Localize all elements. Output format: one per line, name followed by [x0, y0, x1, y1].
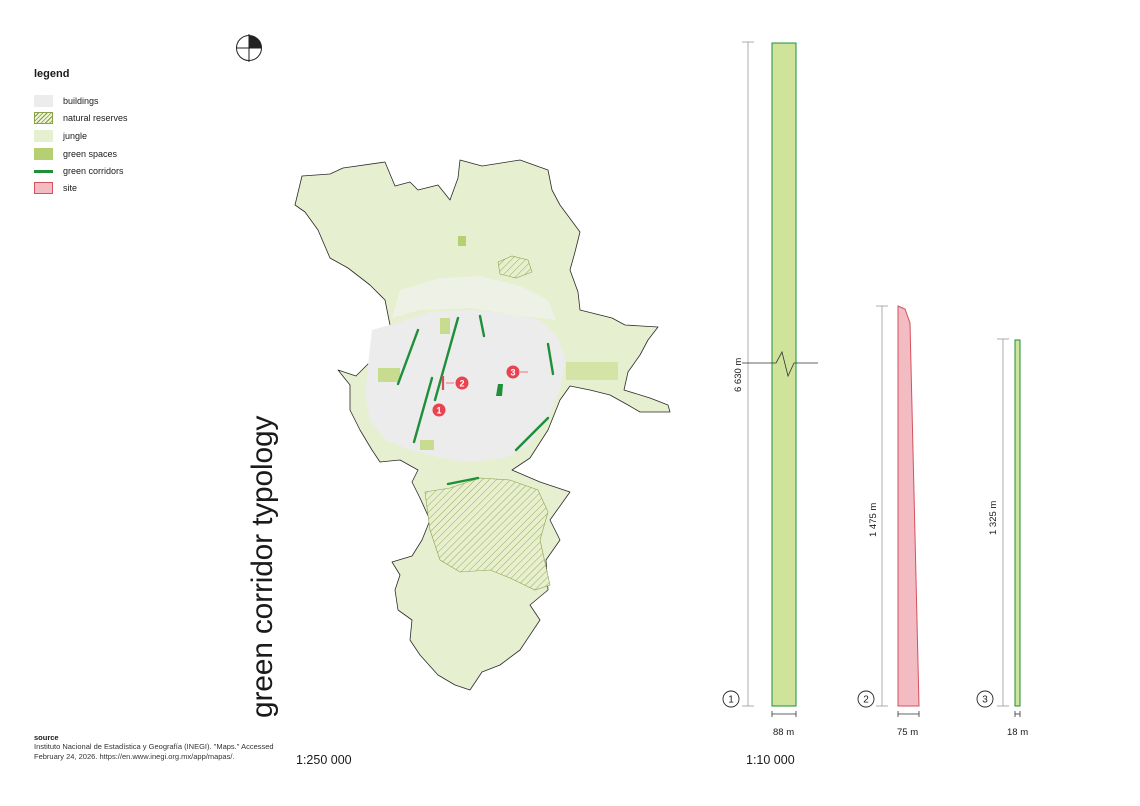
- profile-1-number-circle: [722, 690, 740, 708]
- green-corridors: [396, 314, 555, 486]
- map-scale: 1:250 000: [296, 753, 352, 767]
- natural-reserve: [424, 477, 551, 591]
- profile-1-number: 1: [728, 695, 734, 706]
- green-space: [378, 368, 400, 382]
- legend-label: jungle: [63, 131, 88, 141]
- profile-1-bar: [771, 42, 797, 707]
- profile-3-width: 18 m: [1007, 727, 1029, 738]
- legend-label: site: [63, 183, 78, 193]
- page-title: green corridor typology: [246, 415, 279, 718]
- legend-swatch-jungle: [34, 130, 53, 142]
- map-marker-label: 3: [510, 368, 515, 378]
- legend-swatch-green-corridors: [34, 169, 53, 173]
- map-marker-label: 2: [459, 379, 464, 389]
- legend-label: buildings: [63, 96, 99, 106]
- legend-item-buildings: buildings: [34, 94, 99, 108]
- north-arrow-icon: [236, 34, 262, 62]
- legend-label: green corridors: [63, 166, 124, 176]
- profile-3-number-circle: [976, 690, 994, 708]
- site-marker-3-shape: [496, 384, 503, 396]
- profile-2-bar: [897, 305, 920, 707]
- legend-item-natural-reserves: natural reserves: [34, 111, 128, 125]
- map-marker-2: 2: [455, 376, 469, 390]
- profile-1-length: 6 630 m: [733, 357, 744, 392]
- green-space: [458, 236, 466, 246]
- profile-2-number-circle: [857, 690, 875, 708]
- source-text: Instituto Nacional de Estadística y Geog…: [34, 742, 274, 761]
- map-marker-1: 1: [432, 403, 446, 417]
- green-space: [566, 362, 618, 380]
- legend-swatch-site: [34, 182, 53, 194]
- green-space: [420, 440, 434, 450]
- legend-swatch-natural-reserves: [34, 112, 53, 124]
- legend-item-site: site: [34, 181, 77, 195]
- profile-3-number: 3: [982, 695, 988, 706]
- source-heading: source: [34, 733, 59, 742]
- legend-label: green spaces: [63, 149, 118, 159]
- profile-3-length: 1 325 m: [988, 500, 999, 535]
- legend-swatch-green-spaces: [34, 148, 53, 160]
- profile-1-width: 88 m: [773, 727, 795, 738]
- legend-label: natural reserves: [63, 113, 128, 123]
- green-space: [440, 318, 450, 334]
- profile-2-length: 1 475 m: [868, 502, 879, 537]
- profile-2-width: 75 m: [897, 727, 919, 738]
- legend-item-jungle: jungle: [34, 129, 87, 143]
- profiles-scale: 1:10 000: [746, 753, 795, 767]
- legend-item-green-corridors: green corridors: [34, 164, 124, 178]
- map-marker-label: 1: [436, 406, 441, 416]
- corridor-profiles: 1 2 3: [722, 41, 1021, 717]
- urban-area-north: [392, 276, 556, 320]
- legend-swatch-buildings: [34, 95, 53, 107]
- break-line: [742, 350, 818, 378]
- legend-title: legend: [34, 68, 70, 80]
- map-marker-3: 3: [506, 365, 520, 379]
- natural-reserve: [497, 255, 533, 279]
- profile-2-number: 2: [863, 695, 869, 706]
- profile-3-bar: [1014, 339, 1021, 707]
- legend-item-green-spaces: green spaces: [34, 147, 117, 161]
- city-map: 1 2 3: [294, 159, 671, 691]
